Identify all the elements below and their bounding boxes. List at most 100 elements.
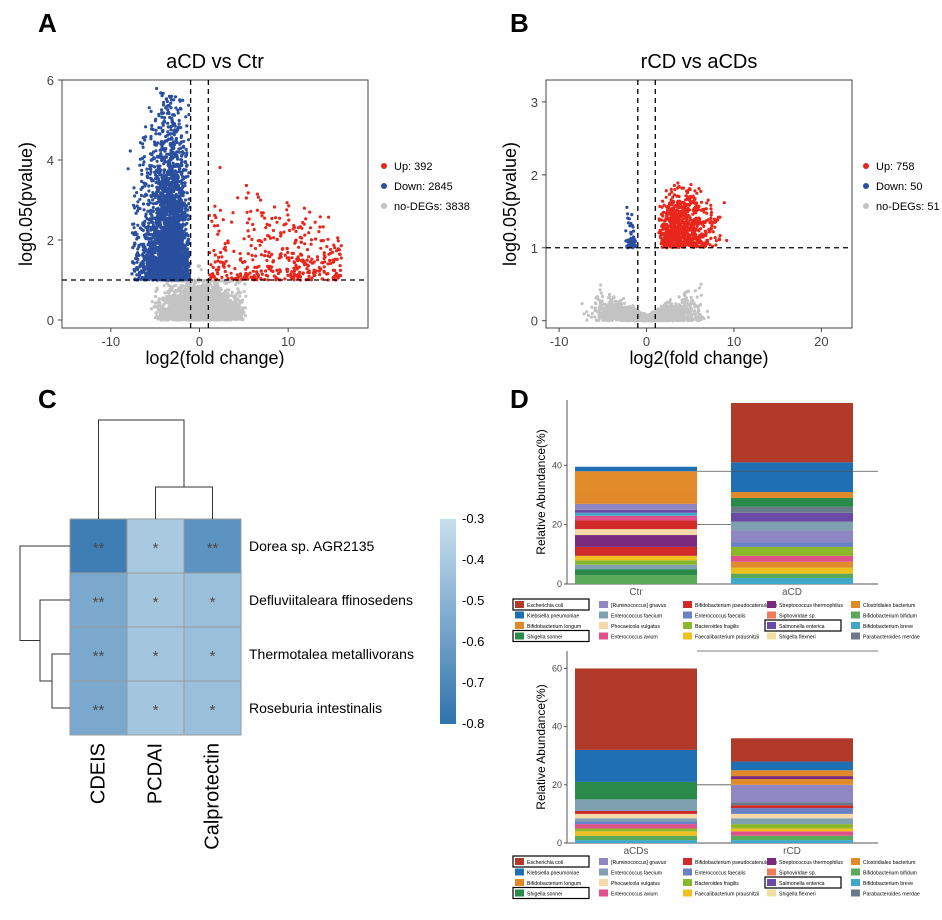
data-point bbox=[130, 272, 134, 276]
data-point bbox=[183, 288, 187, 292]
data-point bbox=[166, 121, 170, 125]
data-point bbox=[166, 108, 170, 112]
data-point bbox=[172, 297, 176, 301]
data-point bbox=[163, 291, 167, 295]
data-point bbox=[177, 286, 181, 290]
data-point bbox=[243, 314, 248, 318]
data-point bbox=[213, 313, 217, 317]
data-point bbox=[185, 315, 189, 319]
data-point bbox=[162, 297, 166, 301]
data-point bbox=[184, 284, 188, 288]
data-point bbox=[231, 315, 235, 319]
data-point bbox=[139, 193, 143, 198]
data-point bbox=[209, 314, 213, 318]
data-point bbox=[240, 308, 244, 312]
data-point bbox=[157, 304, 161, 308]
data-point bbox=[224, 305, 228, 309]
data-point bbox=[160, 115, 164, 119]
data-point bbox=[210, 304, 214, 308]
data-point bbox=[159, 126, 163, 130]
data-point bbox=[179, 298, 184, 302]
data-point bbox=[226, 292, 230, 296]
panel-letter-c: C bbox=[38, 384, 57, 414]
data-point bbox=[213, 305, 217, 309]
data-point bbox=[166, 300, 171, 304]
data-point bbox=[238, 291, 243, 295]
data-point bbox=[170, 307, 174, 311]
data-point bbox=[218, 286, 222, 290]
data-point bbox=[233, 297, 237, 301]
data-point bbox=[179, 289, 183, 293]
data-point bbox=[146, 209, 150, 213]
data-point bbox=[201, 288, 205, 292]
data-point bbox=[241, 298, 245, 302]
data-point bbox=[195, 301, 199, 305]
data-point bbox=[200, 304, 204, 308]
data-point bbox=[174, 297, 178, 301]
data-point bbox=[132, 186, 136, 190]
data-point bbox=[204, 291, 208, 295]
panel-letter-b: B bbox=[510, 8, 529, 38]
data-point bbox=[199, 296, 203, 300]
data-point bbox=[157, 297, 161, 301]
data-point bbox=[201, 315, 205, 319]
data-point bbox=[221, 294, 225, 298]
data-point bbox=[156, 317, 160, 321]
data-point bbox=[244, 294, 248, 298]
data-point bbox=[142, 160, 146, 164]
data-point bbox=[141, 202, 146, 206]
data-point bbox=[168, 317, 172, 321]
data-point bbox=[238, 294, 242, 298]
data-point bbox=[154, 311, 158, 315]
data-point bbox=[177, 118, 181, 123]
data-point bbox=[178, 311, 182, 315]
data-point bbox=[174, 283, 178, 287]
data-point bbox=[220, 306, 224, 310]
data-point bbox=[175, 294, 179, 298]
data-point bbox=[180, 285, 184, 289]
data-point bbox=[194, 305, 198, 309]
data-point bbox=[236, 303, 240, 307]
data-point bbox=[203, 297, 208, 302]
data-point bbox=[242, 310, 246, 315]
data-point bbox=[201, 307, 205, 311]
data-point bbox=[162, 302, 166, 307]
data-point bbox=[161, 307, 166, 311]
data-point bbox=[154, 305, 158, 309]
data-point bbox=[203, 283, 207, 287]
data-point bbox=[191, 317, 196, 321]
data-point bbox=[178, 293, 182, 297]
data-point bbox=[193, 291, 197, 295]
data-point bbox=[228, 298, 232, 303]
data-point bbox=[193, 312, 197, 316]
data-point bbox=[228, 306, 232, 310]
data-point bbox=[164, 295, 168, 299]
data-point bbox=[185, 312, 189, 316]
data-point bbox=[149, 170, 153, 174]
data-point bbox=[209, 307, 214, 311]
data-point bbox=[178, 307, 182, 311]
data-point bbox=[183, 303, 187, 307]
data-point bbox=[172, 315, 176, 319]
data-point bbox=[169, 128, 173, 132]
data-point bbox=[215, 292, 219, 296]
data-point bbox=[128, 149, 132, 153]
data-point bbox=[242, 290, 246, 294]
panel-letter-d: D bbox=[510, 384, 529, 414]
data-point bbox=[187, 202, 191, 206]
data-point bbox=[175, 289, 179, 293]
data-point bbox=[243, 282, 247, 286]
data-point bbox=[216, 309, 220, 313]
data-point bbox=[167, 111, 171, 116]
data-point bbox=[178, 302, 182, 306]
data-point bbox=[191, 286, 195, 290]
data-point bbox=[176, 299, 180, 304]
data-point bbox=[243, 306, 247, 310]
data-point bbox=[175, 317, 179, 321]
data-point bbox=[199, 268, 203, 272]
data-point bbox=[155, 288, 159, 292]
data-point bbox=[183, 291, 187, 296]
data-point bbox=[223, 289, 227, 293]
data-point bbox=[239, 317, 243, 321]
